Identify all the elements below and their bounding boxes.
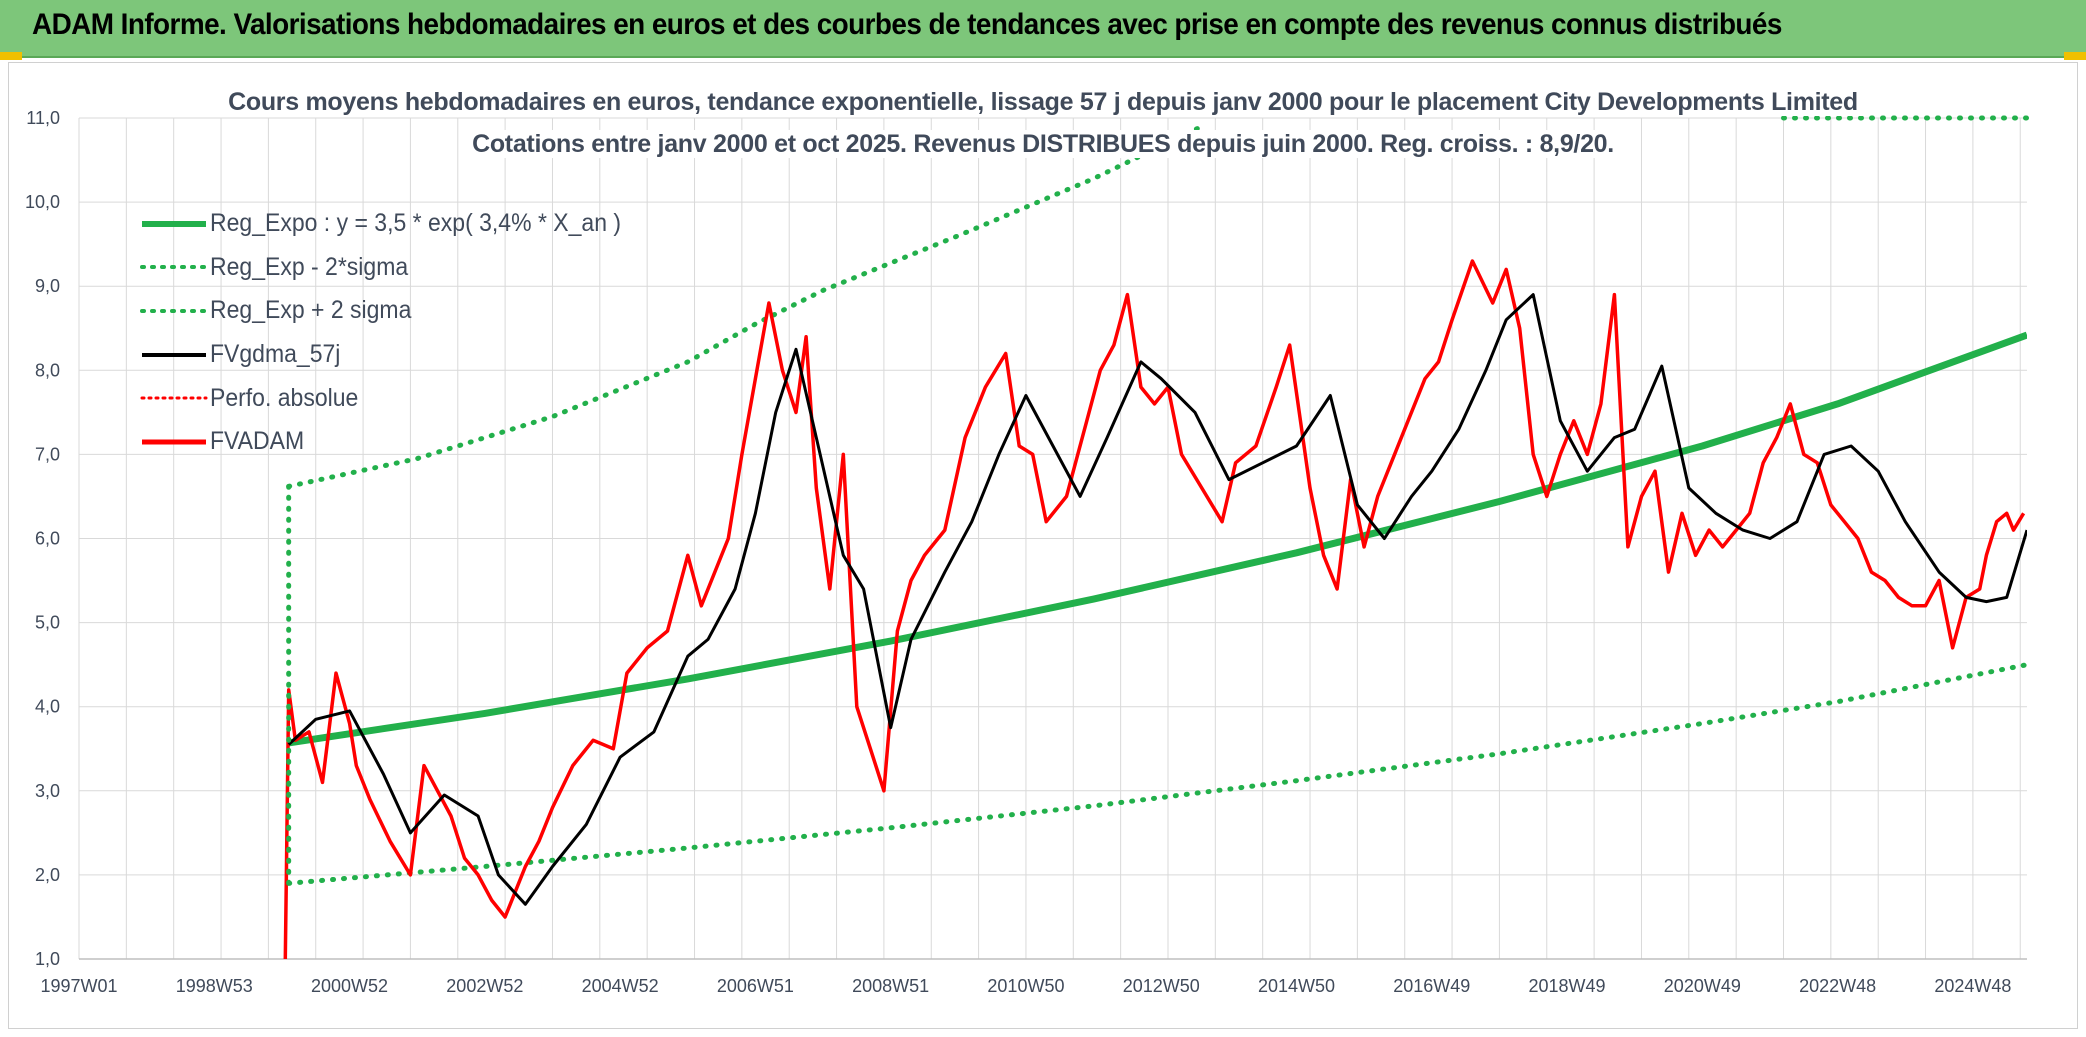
legend-swatch-reg-expo — [142, 220, 206, 227]
series-reg-expo — [288, 331, 2027, 747]
legend-label-perfo-absolue: Perfo. absolue — [210, 383, 359, 412]
y-tick-label: 3,0 — [35, 781, 60, 801]
x-tick-label: 2000W52 — [311, 976, 388, 996]
x-tick-label: 2012W50 — [1123, 976, 1200, 996]
legend-item-reg-exp-plus: Reg_Exp + 2 sigma — [140, 289, 657, 333]
x-tick-label: 2024W48 — [1934, 976, 2011, 996]
x-tick-label: 2016W49 — [1393, 976, 1470, 996]
report-banner: ADAM Informe. Valorisations hebdomadaire… — [0, 0, 2086, 58]
legend-item-fvgdma: FVgdma_57j — [140, 333, 657, 377]
y-tick-label: 6,0 — [35, 529, 60, 549]
legend-swatch-perfo-absolue — [140, 396, 208, 400]
chart-title-text: Cours moyens hebdomadaires en euros, ten… — [222, 88, 1864, 116]
legend-swatch-fvgdma — [142, 352, 206, 357]
y-tick-label: 5,0 — [35, 613, 60, 633]
x-tick-label: 2014W50 — [1258, 976, 1335, 996]
legend-label-fvgdma: FVgdma_57j — [210, 340, 341, 369]
report-title: ADAM Informe. Valorisations hebdomadaire… — [32, 8, 1782, 41]
y-tick-label: 8,0 — [35, 360, 60, 380]
banner-corner-right — [2064, 52, 2086, 60]
y-tick-label: 7,0 — [35, 444, 60, 464]
legend-label-reg-exp-plus: Reg_Exp + 2 sigma — [210, 296, 412, 325]
legend-item-reg-exp-minus: Reg_Exp - 2*sigma — [140, 246, 657, 290]
legend-swatch-reg-exp-minus — [140, 265, 208, 270]
x-tick-label: 2004W52 — [582, 976, 659, 996]
legend-swatch-fvadam — [142, 439, 206, 445]
x-tick-label: 2006W51 — [717, 976, 794, 996]
x-tick-label: 2020W49 — [1664, 976, 1741, 996]
legend-item-fvadam: FVADAM — [140, 420, 657, 464]
legend-label-reg-expo: Reg_Expo : y = 3,5 * exp( 3,4% * X_an ) — [210, 209, 622, 238]
y-tick-label: 11,0 — [26, 108, 60, 128]
legend-swatch-reg-exp-plus — [140, 308, 208, 313]
x-tick-label: 1998W53 — [176, 976, 253, 996]
series-fvgdma-57j — [287, 293, 2027, 906]
chart-frame — [8, 62, 2078, 1029]
legend-item-perfo-absolue: Perfo. absolue — [140, 376, 657, 420]
chart-subtitle: Cotations entre janv 2000 et oct 2025. R… — [0, 130, 2086, 159]
series-reg-exp-minus-2sigma — [286, 662, 2027, 886]
legend-label-fvadam: FVADAM — [210, 427, 305, 456]
series-reg-exp-plus-2sigma — [286, 123, 1205, 489]
y-tick-label: 4,0 — [35, 697, 60, 717]
chart-title: Cours moyens hebdomadaires en euros, ten… — [0, 88, 2086, 117]
x-tick-label: 2018W49 — [1529, 976, 1606, 996]
y-tick-label: 2,0 — [35, 865, 60, 885]
y-tick-label: 1,0 — [35, 949, 60, 969]
x-tick-label: 1997W01 — [40, 976, 117, 996]
legend-label-reg-exp-minus: Reg_Exp - 2*sigma — [210, 252, 409, 281]
x-tick-label: 2010W50 — [987, 976, 1064, 996]
chart-subtitle-text: Cotations entre janv 2000 et oct 2025. R… — [466, 130, 1620, 158]
y-tick-label: 10,0 — [25, 192, 60, 212]
chart-legend: Reg_Expo : y = 3,5 * exp( 3,4% * X_an ) … — [140, 202, 657, 464]
y-tick-label: 9,0 — [35, 276, 60, 296]
x-tick-label: 2002W52 — [446, 976, 523, 996]
legend-item-reg-expo: Reg_Expo : y = 3,5 * exp( 3,4% * X_an ) — [140, 202, 657, 246]
x-tick-label: 2008W51 — [852, 976, 929, 996]
banner-corner-left — [0, 52, 22, 60]
x-tick-label: 2022W48 — [1799, 976, 1876, 996]
